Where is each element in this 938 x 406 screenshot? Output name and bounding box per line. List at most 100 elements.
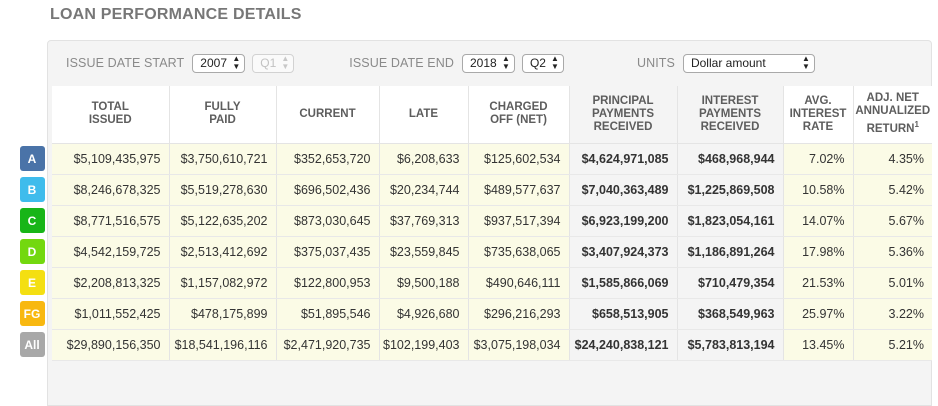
cell-late: $37,769,313	[379, 205, 469, 237]
cell-principal: $4,624,971,085	[569, 143, 678, 175]
table-row: D $4,542,159,725 $2,513,412,692 $375,037,43…	[14, 236, 932, 268]
units-select[interactable]: Dollar amount ▲ ▼	[682, 53, 815, 73]
cell-interest: $710,479,354	[677, 267, 784, 299]
table-row: All $29,890,156,350 $18,541,196,116 $2,471,…	[14, 329, 932, 361]
issue-start-quarter-select[interactable]: Q1 ▲ ▼	[252, 53, 295, 73]
grade-cell: FG	[14, 298, 52, 329]
cell-late: $23,559,845	[379, 236, 469, 268]
updown-arrows-icon: ▲ ▼	[232, 54, 241, 71]
cell-current: $873,030,645	[276, 205, 380, 237]
cell-charged: $937,517,394	[468, 205, 570, 237]
grade-badge: FG	[19, 301, 45, 326]
cell-rate: 10.58%	[783, 174, 854, 206]
cell-ret: 5.21%	[853, 329, 932, 361]
grade-cell: D	[14, 236, 52, 267]
cell-total: $8,246,678,325	[52, 174, 170, 206]
cell-ret: 5.01%	[853, 267, 932, 299]
cell-charged: $296,216,293	[468, 298, 570, 330]
grade-badge: B	[19, 177, 45, 202]
cell-ret: 4.35%	[853, 143, 932, 175]
loan-performance-table: TOTAL ISSUED FULLY PAID CURRENT LATE CHARG…	[14, 86, 932, 361]
cell-current: $352,653,720	[276, 143, 380, 175]
cell-total: $8,771,516,575	[52, 205, 170, 237]
col-header-adj-return: ADJ. NET ANNUALIZED RETURN1	[853, 86, 932, 144]
cell-interest: $368,549,963	[677, 298, 784, 330]
issue-start-label: ISSUE DATE START	[66, 56, 185, 70]
cell-rate: 17.98%	[783, 236, 854, 268]
cell-total: $5,109,435,975	[52, 143, 170, 175]
cell-charged: $735,638,065	[468, 236, 570, 268]
table-row: E $2,208,813,325 $1,157,082,972 $122,800,95…	[14, 267, 932, 299]
cell-interest: $1,225,869,508	[677, 174, 784, 206]
cell-principal: $24,240,838,121	[569, 329, 678, 361]
cell-total: $4,542,159,725	[52, 236, 170, 268]
cell-current: $51,895,546	[276, 298, 380, 330]
cell-interest: $5,783,813,194	[677, 329, 784, 361]
cell-principal: $3,407,924,373	[569, 236, 678, 268]
header-corner	[14, 86, 52, 143]
col-header-current: CURRENT	[276, 86, 380, 144]
issue-end-label: ISSUE DATE END	[349, 56, 454, 70]
table-body: A $5,109,435,975 $3,750,610,721 $352,653,72…	[14, 143, 932, 361]
table-row: C $8,771,516,575 $5,122,635,202 $873,030,64…	[14, 205, 932, 237]
cell-fully: $3,750,610,721	[169, 143, 277, 175]
cell-ret: 5.42%	[853, 174, 932, 206]
cell-charged: $125,602,534	[468, 143, 570, 175]
grade-badge: A	[19, 146, 45, 171]
grade-badge: D	[19, 239, 45, 264]
cell-ret: 5.67%	[853, 205, 932, 237]
cell-current: $122,800,953	[276, 267, 380, 299]
grade-cell: A	[14, 143, 52, 174]
cell-charged: $3,075,198,034	[468, 329, 570, 361]
cell-charged: $490,646,111	[468, 267, 570, 299]
cell-principal: $6,923,199,200	[569, 205, 678, 237]
filter-bar: ISSUE DATE START 2007 ▲ ▼ Q1 ▲ ▼ ISSUE DAT…	[47, 40, 932, 86]
cell-principal: $1,585,866,069	[569, 267, 678, 299]
cell-total: $1,011,552,425	[52, 298, 170, 330]
cell-fully: $5,519,278,630	[169, 174, 277, 206]
cell-ret: 3.22%	[853, 298, 932, 330]
table-row: B $8,246,678,325 $5,519,278,630 $696,502,43…	[14, 174, 932, 206]
cell-rate: 13.45%	[783, 329, 854, 361]
col-header-interest: INTEREST PAYMENTS RECEIVED	[677, 86, 784, 144]
cell-rate: 14.07%	[783, 205, 854, 237]
issue-end-year-select[interactable]: 2018 ▲ ▼	[461, 53, 515, 73]
issue-start-year-select[interactable]: 2007 ▲ ▼	[192, 53, 246, 73]
cell-current: $375,037,435	[276, 236, 380, 268]
table-row: A $5,109,435,975 $3,750,610,721 $352,653,72…	[14, 143, 932, 175]
col-header-charged-off: CHARGED OFF (NET)	[468, 86, 570, 144]
grade-cell: All	[14, 329, 52, 360]
cell-rate: 7.02%	[783, 143, 854, 175]
cell-current: $2,471,920,735	[276, 329, 380, 361]
cell-fully: $478,175,899	[169, 298, 277, 330]
cell-charged: $489,577,637	[468, 174, 570, 206]
col-header-total-issued: TOTAL ISSUED	[52, 86, 170, 144]
cell-ret: 5.36%	[853, 236, 932, 268]
cell-fully: $18,541,196,116	[169, 329, 277, 361]
cell-total: $2,208,813,325	[52, 267, 170, 299]
units-label: UNITS	[636, 56, 675, 70]
cell-interest: $1,823,054,161	[677, 205, 784, 237]
page-title: LOAN PERFORMANCE DETAILS	[50, 6, 302, 23]
cell-current: $696,502,436	[276, 174, 380, 206]
col-header-avg-rate: AVG. INTEREST RATE	[783, 86, 854, 144]
updown-arrows-icon: ▲ ▼	[281, 54, 290, 71]
table-row: FG $1,011,552,425 $478,175,899 $51,895,546 $…	[14, 298, 932, 330]
cell-fully: $1,157,082,972	[169, 267, 277, 299]
cell-late: $6,208,633	[379, 143, 469, 175]
cell-rate: 25.97%	[783, 298, 854, 330]
cell-interest: $468,968,944	[677, 143, 784, 175]
grade-badge: C	[19, 208, 45, 233]
grade-cell: C	[14, 205, 52, 236]
cell-late: $20,234,744	[379, 174, 469, 206]
table-header-row: TOTAL ISSUED FULLY PAID CURRENT LATE CHARG…	[14, 86, 932, 144]
updown-arrows-icon: ▲ ▼	[802, 54, 810, 71]
cell-principal: $7,040,363,489	[569, 174, 678, 206]
grade-badge: E	[19, 270, 45, 295]
cell-principal: $658,513,905	[569, 298, 678, 330]
grade-cell: B	[14, 174, 52, 205]
cell-fully: $2,513,412,692	[169, 236, 277, 268]
cell-late: $102,199,403	[379, 329, 469, 361]
col-header-fully-paid: FULLY PAID	[169, 86, 277, 144]
issue-end-quarter-select[interactable]: Q2 ▲ ▼	[521, 53, 564, 73]
